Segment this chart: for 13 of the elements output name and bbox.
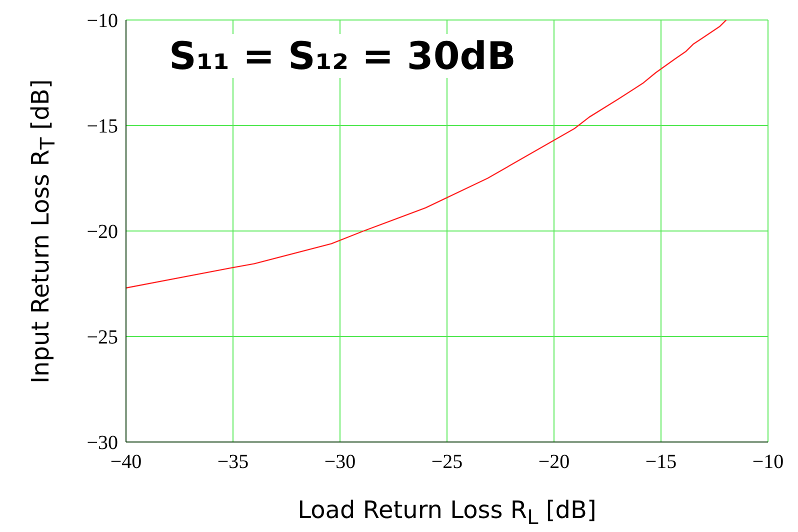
x-tick-label: −20	[538, 451, 570, 474]
y-tick-label: −20	[86, 221, 118, 244]
line-series	[126, 20, 727, 289]
x-axis-title: Load Return Loss R$_{L}$ [dB]	[296, 496, 598, 529]
x-tick-label: −15	[645, 451, 677, 474]
y-tick-label: −15	[86, 116, 118, 138]
y-tick-label: −25	[86, 326, 118, 349]
y-tick-label: −10	[86, 10, 118, 32]
x-tick-label: −35	[217, 451, 249, 474]
x-tick-label: −30	[324, 451, 356, 474]
x-tick-label: −10	[752, 451, 784, 474]
annotation: S₁₁ = S₁₂ = 30dB	[165, 34, 520, 78]
x-tick-label: −25	[431, 451, 463, 474]
